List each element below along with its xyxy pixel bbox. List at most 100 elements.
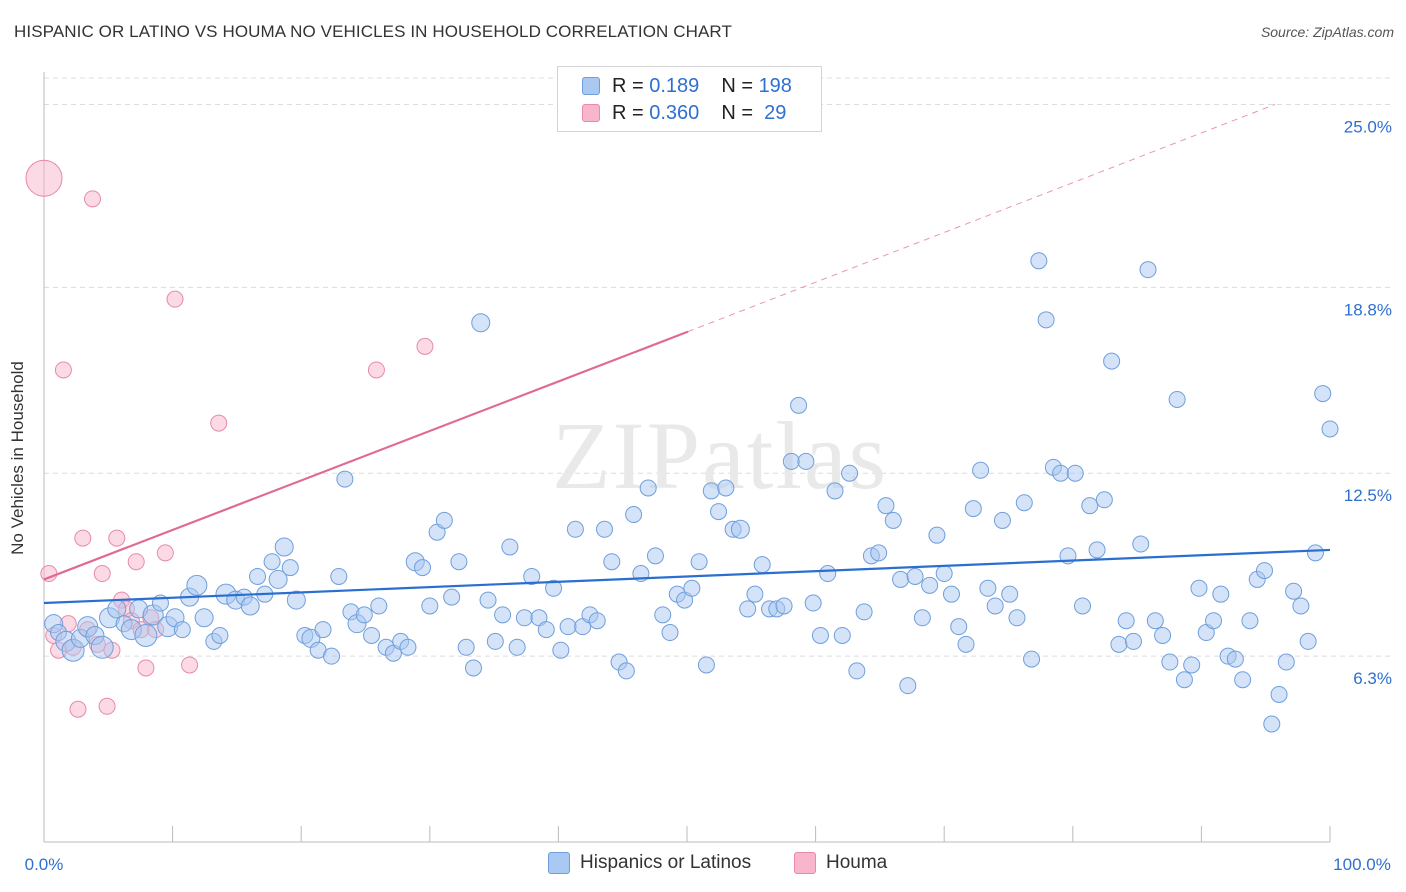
houma-point — [98, 697, 116, 715]
hispanic-point — [1124, 632, 1142, 650]
hispanic-point — [753, 556, 771, 574]
houma-point — [416, 337, 434, 355]
hispanic-point — [588, 612, 606, 630]
houma-point — [156, 544, 174, 562]
hispanic-point — [286, 590, 306, 610]
hispanic-point — [1205, 612, 1223, 630]
houma-point — [137, 659, 155, 677]
hispanic-point — [1001, 585, 1019, 603]
hispanic-point — [848, 662, 866, 680]
hispanic-point — [972, 461, 990, 479]
hispanic-point — [330, 567, 348, 585]
x-tick-label: 100.0% — [1333, 855, 1391, 874]
hispanic-point — [877, 497, 895, 515]
houma-trend-extension — [687, 103, 1276, 333]
hispanic-point — [314, 621, 332, 639]
hispanic-point — [928, 526, 946, 544]
houma-point — [25, 159, 63, 197]
hispanic-point — [790, 396, 808, 414]
houma-point — [69, 700, 87, 718]
hispanic-point — [690, 553, 708, 571]
legend-n-value: 198 — [758, 74, 792, 97]
hispanic-point — [268, 569, 288, 589]
legend-row-hispanic: R = 0.189 N = 198 — [582, 75, 792, 97]
houma-point — [181, 656, 199, 674]
hispanic-point — [173, 621, 191, 639]
hispanic-point — [363, 626, 381, 644]
hispanic-point — [1088, 541, 1106, 559]
hispanic-point — [1161, 653, 1179, 671]
houma-point — [84, 190, 102, 208]
hispanic-point — [1139, 261, 1157, 279]
chart-title: HISPANIC OR LATINO VS HOUMA NO VEHICLES … — [14, 22, 732, 41]
houma-point — [108, 529, 126, 547]
hispanic-point — [870, 544, 888, 562]
hispanic-point — [515, 609, 533, 627]
houma-trend-line — [43, 330, 689, 581]
hispanic-point — [249, 567, 267, 585]
hispanic-point — [979, 579, 997, 597]
hispanic-point — [739, 600, 757, 618]
hispanic-point — [942, 585, 960, 603]
grid-lines — [44, 77, 1392, 657]
y-tick-label: 6.3% — [1353, 669, 1392, 688]
hispanic-point — [552, 641, 570, 659]
hispanic-point — [1226, 650, 1244, 668]
hispanic-point — [1023, 650, 1041, 668]
series-legend-label: Houma — [826, 852, 888, 873]
hispanic-point — [1095, 491, 1113, 509]
hispanic-point — [1074, 597, 1092, 615]
hispanic-point — [443, 588, 461, 606]
hispanic-point — [625, 506, 643, 524]
series-legend-houma[interactable]: Houma — [794, 852, 887, 874]
hispanic-point — [523, 567, 541, 585]
hispanic-point — [134, 623, 158, 647]
houma-point — [40, 565, 58, 583]
hispanic-point — [1234, 671, 1252, 689]
hispanic-point — [1277, 653, 1295, 671]
hispanic-point — [957, 635, 975, 653]
legend-r-label: R = — [612, 101, 650, 124]
hispanic-point — [90, 635, 114, 659]
hispanic-point — [1190, 579, 1208, 597]
hispanic-point — [1270, 685, 1288, 703]
hispanic-point — [450, 553, 468, 571]
hispanic-point — [654, 606, 672, 624]
hispanic-point — [1008, 609, 1026, 627]
series-legend-hispanic[interactable]: Hispanics or Latinos — [548, 852, 751, 874]
hispanic-point — [471, 313, 491, 333]
hispanic-point — [537, 621, 555, 639]
hispanic-point — [1103, 352, 1121, 370]
legend-swatch-houma — [582, 104, 600, 122]
hispanic-point — [1146, 612, 1164, 630]
hispanic-point — [697, 656, 715, 674]
hispanic-point — [1081, 497, 1099, 515]
hispanic-point — [746, 585, 764, 603]
hispanic-point — [921, 576, 939, 594]
series-swatch-hispanic — [548, 852, 570, 874]
hispanic-point — [1066, 464, 1084, 482]
hispanic-point — [263, 553, 281, 571]
houma-point — [74, 529, 92, 547]
hispanic-point — [855, 603, 873, 621]
hispanic-point — [950, 618, 968, 636]
hispanic-point — [1015, 494, 1033, 512]
hispanic-point — [1263, 715, 1281, 733]
hispanic-point — [782, 452, 800, 470]
hispanic-point — [833, 626, 851, 644]
hispanic-point — [702, 482, 720, 500]
hispanic-point — [639, 479, 657, 497]
series-legend: Hispanics or Latinos Houma — [0, 852, 1406, 878]
hispanic-point — [186, 574, 208, 596]
hispanic-point — [1292, 597, 1310, 615]
hispanic-point — [486, 632, 504, 650]
hispanic-point — [899, 677, 917, 695]
legend-row-houma: R = 0.360 N = 29 — [582, 102, 786, 124]
y-tick-label: 18.8% — [1344, 300, 1392, 319]
hispanic-point — [370, 597, 388, 615]
hispanic-point — [1168, 390, 1186, 408]
series-swatch-houma — [794, 852, 816, 874]
houma-point — [210, 414, 228, 432]
hispanic-point — [464, 659, 482, 677]
hispanic-point — [775, 597, 793, 615]
